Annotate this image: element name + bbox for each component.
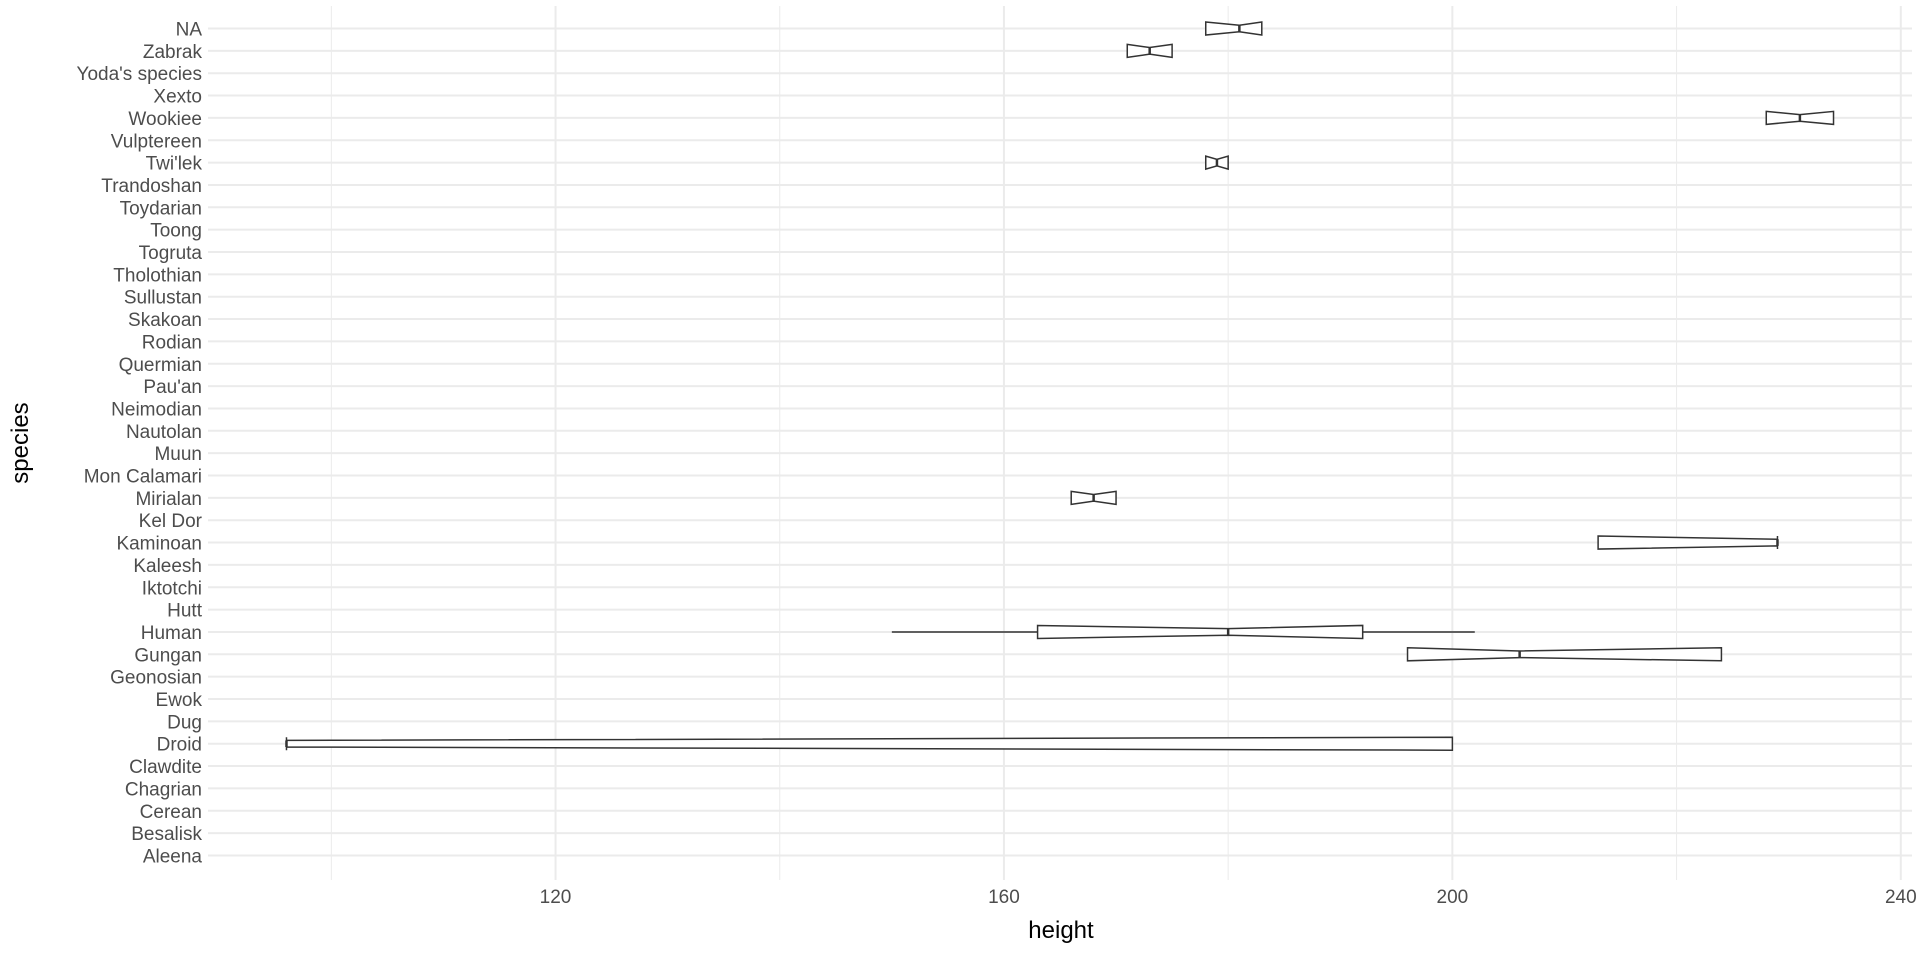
- box-droid: [285, 736, 1454, 751]
- y-tick-label-mon-calamari: Mon Calamari: [84, 467, 202, 488]
- y-tick-label-togruta: Togruta: [139, 243, 203, 264]
- y-tick-label-kaleesh: Kaleesh: [133, 556, 202, 577]
- y-tick-label-mirialan: Mirialan: [135, 489, 202, 510]
- box-twi-lek: [1204, 155, 1229, 171]
- y-axis-tick-labels: AleenaBesaliskCereanChagrianClawditeDroi…: [77, 20, 203, 868]
- y-tick-label-muun: Muun: [154, 444, 202, 465]
- y-tick-label-pau-an: Pau'an: [143, 377, 202, 398]
- x-tick-label-240: 240: [1885, 887, 1917, 908]
- box-wookiee: [1765, 110, 1835, 126]
- box-kaminoan: [1597, 535, 1779, 550]
- box-body: [285, 736, 1454, 751]
- box-body: [1406, 647, 1723, 662]
- y-tick-label-tholothian: Tholothian: [113, 265, 202, 286]
- y-tick-label-xexto: Xexto: [153, 87, 202, 108]
- y-tick-label-twi-lek: Twi'lek: [146, 154, 203, 175]
- y-tick-label-besalisk: Besalisk: [131, 824, 202, 845]
- y-tick-label-dug: Dug: [167, 712, 202, 733]
- y-tick-label-aleena: Aleena: [143, 846, 203, 867]
- x-tick-label-200: 200: [1437, 887, 1469, 908]
- y-tick-label-neimodian: Neimodian: [111, 399, 202, 420]
- x-axis-title: height: [1028, 917, 1094, 944]
- box-mirialan: [1070, 490, 1117, 506]
- y-tick-label-yoda-s-species: Yoda's species: [77, 64, 202, 85]
- y-axis-title: species: [7, 402, 34, 483]
- y-tick-label-nautolan: Nautolan: [126, 422, 202, 443]
- y-tick-label-kel-dor: Kel Dor: [139, 511, 203, 532]
- box-zabrak: [1126, 43, 1173, 59]
- y-tick-label-human: Human: [141, 623, 202, 644]
- y-tick-label-vulptereen: Vulptereen: [111, 131, 202, 152]
- y-tick-label-skakoan: Skakoan: [128, 310, 202, 331]
- y-tick-label-wookiee: Wookiee: [128, 109, 202, 130]
- box-gungan: [1406, 647, 1723, 662]
- box-human: [891, 624, 1475, 640]
- y-tick-label-clawdite: Clawdite: [129, 757, 202, 778]
- y-tick-label-droid: Droid: [157, 735, 202, 756]
- y-tick-label-zabrak: Zabrak: [143, 42, 203, 63]
- y-tick-label-trandoshan: Trandoshan: [101, 176, 202, 197]
- box-body: [1036, 624, 1364, 640]
- y-tick-label-gungan: Gungan: [134, 645, 202, 666]
- y-tick-label-hutt: Hutt: [167, 601, 203, 622]
- y-tick-label-rodian: Rodian: [142, 332, 202, 353]
- boxplot-marks: [285, 21, 1835, 751]
- box-na: [1204, 21, 1263, 36]
- box-body: [1204, 21, 1263, 36]
- y-tick-label-sullustan: Sullustan: [124, 288, 202, 309]
- x-tick-label-120: 120: [540, 887, 572, 908]
- y-tick-label-geonosian: Geonosian: [110, 668, 202, 689]
- y-tick-label-cerean: Cerean: [140, 802, 202, 823]
- x-axis-tick-labels: 120 160 200 240: [540, 887, 1917, 908]
- x-tick-label-160: 160: [988, 887, 1020, 908]
- y-tick-label-iktotchi: Iktotchi: [142, 578, 202, 599]
- y-tick-label-kaminoan: Kaminoan: [116, 534, 202, 555]
- y-tick-label-ewok: Ewok: [156, 690, 203, 711]
- y-tick-label-toong: Toong: [150, 221, 202, 242]
- box-body: [1597, 535, 1779, 550]
- y-tick-label-toydarian: Toydarian: [120, 198, 202, 219]
- y-tick-label-chagrian: Chagrian: [125, 779, 202, 800]
- y-tick-label-na: NA: [176, 20, 203, 41]
- y-tick-label-quermian: Quermian: [119, 355, 202, 376]
